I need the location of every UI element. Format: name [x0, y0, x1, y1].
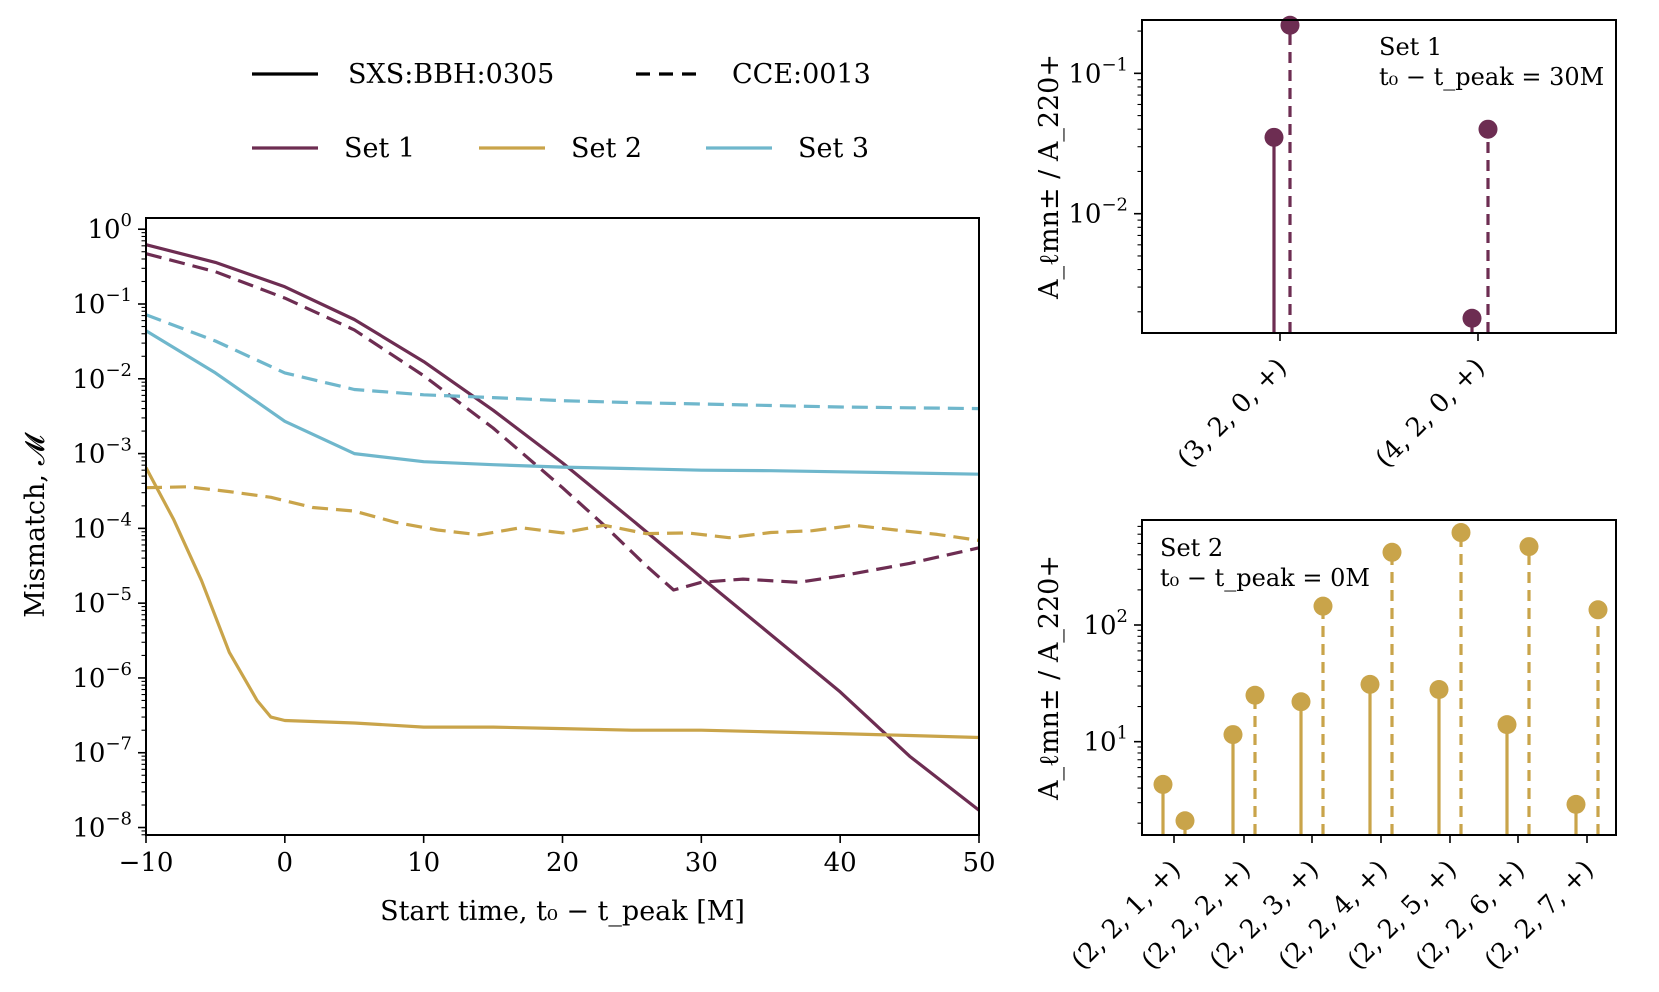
stem-marker-1	[1280, 15, 1300, 35]
x-axis-label: Start time, t₀ − t_peak [M]	[380, 896, 745, 927]
legend-color-label-1: Set 2	[571, 133, 642, 164]
annotation-line-0: Set 2	[1160, 534, 1223, 562]
series-line-3	[145, 485, 980, 542]
plot-frame	[1141, 19, 1617, 334]
set2-amplitude-chart: (2, 2, 1, +)(2, 2, 2, +)(2, 2, 3, +)(2, …	[1034, 519, 1617, 976]
y-axis-label: Mismatch, 𝓜	[20, 431, 51, 617]
y-tick-label: 10−2	[1068, 195, 1128, 230]
y-tick-label: 10−5	[72, 584, 132, 619]
x-tick-label: (3, 2, 0, +)	[1172, 353, 1293, 474]
x-tick-label: 30	[685, 848, 718, 878]
series-line-5	[145, 313, 980, 411]
series-line-0	[145, 243, 980, 812]
legend-color-label-2: Set 3	[798, 133, 869, 164]
stem-marker-0	[1264, 127, 1284, 147]
series-line-1	[145, 252, 980, 592]
legend-label-1: CCE:0013	[732, 59, 871, 90]
y-tick-label: 10−2	[72, 360, 132, 395]
stem-marker-0	[1291, 692, 1311, 712]
stem-marker-1	[1519, 537, 1539, 557]
stem-marker-1	[1588, 600, 1608, 620]
y-tick-label: 10−4	[72, 509, 132, 544]
stem-marker-1	[1451, 523, 1471, 543]
stem-marker-1	[1478, 119, 1498, 139]
stem-marker-0	[1497, 715, 1517, 735]
y-tick-label: 10−7	[72, 734, 132, 769]
y-tick-label: 10−3	[72, 435, 132, 470]
y-tick-label: 101	[1083, 723, 1128, 758]
stem-marker-1	[1382, 542, 1402, 562]
y-tick-label: 10−6	[72, 659, 132, 694]
series-line-4	[145, 329, 980, 476]
y-tick-label: 102	[1083, 606, 1128, 641]
stem-marker-0	[1360, 674, 1380, 694]
mismatch-chart: −10 0 10 20 30 40 50 100 10−1 10−2 10−3 10−4 10−5 10−…	[20, 210, 996, 927]
stem-marker-1	[1175, 811, 1195, 831]
stem-marker-1	[1313, 596, 1333, 616]
x-tick-label: −10	[119, 848, 174, 878]
y-tick-label: 10−1	[1068, 54, 1128, 89]
stem-marker-0	[1223, 725, 1243, 745]
annotation-line-0: Set 1	[1379, 33, 1442, 61]
stem-marker-0	[1462, 308, 1482, 328]
x-tick-label: 40	[824, 848, 857, 878]
y-tick-label: 100	[87, 210, 132, 245]
stem-marker-0	[1429, 679, 1449, 699]
legend: SXS:BBH:0305 CCE:0013 Set 1 Set 2 Set 3	[252, 59, 871, 164]
stem-marker-1	[1245, 685, 1265, 705]
legend-label-0: SXS:BBH:0305	[348, 59, 554, 90]
y-axis-label: A_ℓmn± / A_220+	[1034, 54, 1065, 300]
series-line-2	[144, 466, 980, 740]
x-tick-label: 0	[277, 848, 294, 878]
x-tick-label: 20	[546, 848, 579, 878]
y-tick-label: 10−8	[72, 809, 132, 844]
x-tick-label: 10	[407, 848, 440, 878]
stem-marker-0	[1153, 774, 1173, 794]
plot-frame	[145, 217, 980, 836]
plot-frame	[1141, 519, 1617, 836]
annotation-line-1: t₀ − t_peak = 30M	[1379, 63, 1604, 91]
x-tick-label: (4, 2, 0, +)	[1370, 353, 1491, 474]
y-tick-label: 10−1	[72, 285, 132, 320]
y-axis-label: A_ℓmn± / A_220+	[1034, 555, 1065, 801]
x-tick-label: 50	[962, 848, 995, 878]
set1-amplitude-chart: (3, 2, 0, +) (4, 2, 0, +) 10−1 10−2A_ℓmn± /…	[1034, 15, 1617, 474]
stem-marker-0	[1566, 794, 1586, 814]
annotation-line-1: t₀ − t_peak = 0M	[1160, 564, 1370, 592]
legend-color-label-0: Set 1	[344, 133, 415, 164]
